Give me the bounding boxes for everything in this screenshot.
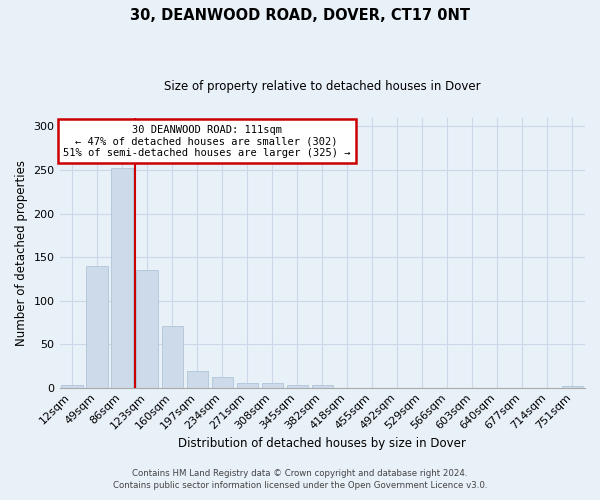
Bar [61,385,83,388]
X-axis label: Distribution of detached houses by size in Dover: Distribution of detached houses by size … [178,437,466,450]
Bar [187,371,208,388]
Bar [236,384,258,388]
Bar [86,266,108,388]
Bar [112,168,133,388]
Bar [311,385,333,388]
Bar [262,384,283,388]
Bar [161,326,183,388]
Bar [136,270,158,388]
Text: Contains HM Land Registry data © Crown copyright and database right 2024.
Contai: Contains HM Land Registry data © Crown c… [113,468,487,490]
Y-axis label: Number of detached properties: Number of detached properties [15,160,28,346]
Text: 30 DEANWOOD ROAD: 111sqm
← 47% of detached houses are smaller (302)
51% of semi-: 30 DEANWOOD ROAD: 111sqm ← 47% of detach… [63,124,350,158]
Bar [562,386,583,388]
Title: Size of property relative to detached houses in Dover: Size of property relative to detached ho… [164,80,481,93]
Bar [212,377,233,388]
Text: 30, DEANWOOD ROAD, DOVER, CT17 0NT: 30, DEANWOOD ROAD, DOVER, CT17 0NT [130,8,470,22]
Bar [287,385,308,388]
